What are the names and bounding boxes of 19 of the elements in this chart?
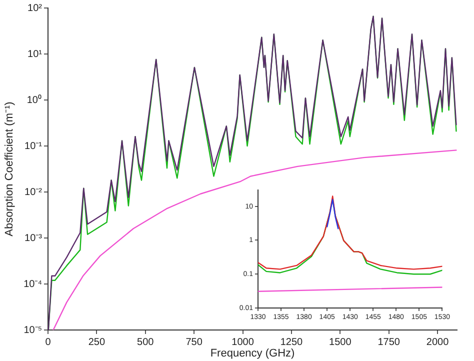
x-tick-label: 0 xyxy=(45,336,52,348)
x-tick-label: 500 xyxy=(137,336,154,348)
y-tick-label: 10⁰ xyxy=(26,94,42,106)
y-tick-label: 10⁻³ xyxy=(24,232,43,244)
y-tick-label: 10¹ xyxy=(28,48,43,60)
y-tick-label: 10⁻¹ xyxy=(24,140,43,152)
x-tick-label: 1750 xyxy=(378,336,400,348)
y-axis-title: Absorption Coefficient (m⁻¹) xyxy=(4,102,16,236)
y-tick-label: 10² xyxy=(28,2,43,14)
x-tick-label: 2000 xyxy=(426,336,450,348)
y-tick-label: 10⁻² xyxy=(24,186,43,198)
x-axis-title: Frequency (GHz) xyxy=(210,347,295,360)
x-tick-label: 1500 xyxy=(329,336,352,348)
x-tick-label: 1250 xyxy=(280,336,304,348)
x-tick-label: 250 xyxy=(88,336,106,348)
y-tick-label: 10⁻⁴ xyxy=(24,278,42,290)
x-tick-label: 1000 xyxy=(232,336,254,348)
x-tick-label: 750 xyxy=(186,336,203,348)
y-tick-label: 10⁻⁵ xyxy=(24,324,42,336)
